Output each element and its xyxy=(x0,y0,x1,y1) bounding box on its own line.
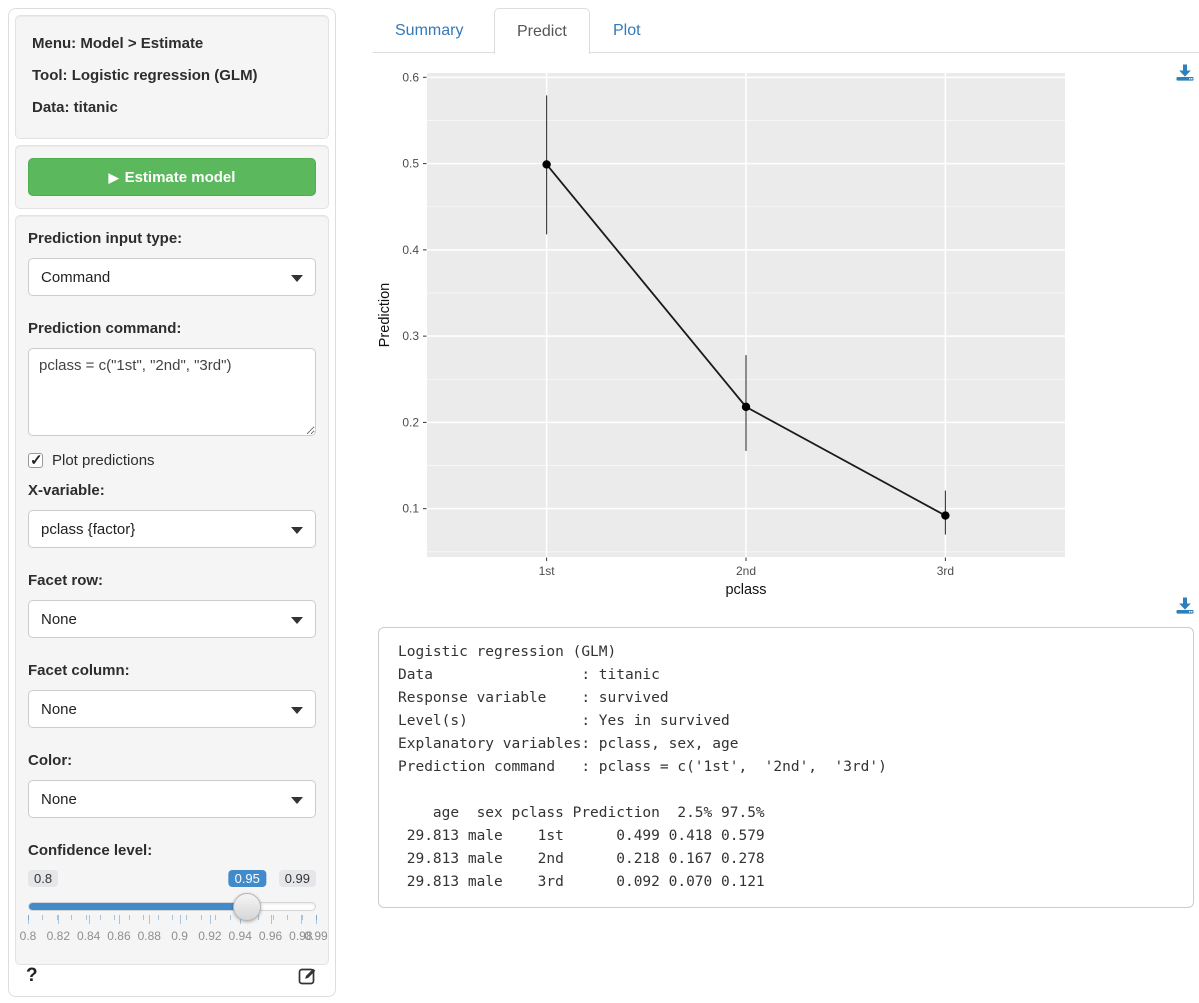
sidebar-footer: ? xyxy=(26,965,318,989)
plot-predictions-checkbox[interactable]: ✓ Plot predictions xyxy=(28,452,316,469)
svg-text:0.3: 0.3 xyxy=(402,329,419,343)
facet-row-select[interactable]: None xyxy=(28,600,316,638)
x-variable-select[interactable]: pclass {factor} xyxy=(28,510,316,548)
command-label: Prediction command: xyxy=(28,320,182,337)
tool-label: Tool: Logistic regression (GLM) xyxy=(32,67,258,84)
chevron-down-icon xyxy=(291,527,303,534)
slider-grid: 0.8 0.82 0.84 0.86 0.88 0.9 0.92 0.94 0.96 0.98 0.… xyxy=(20,915,328,949)
estimate-model-label: Estimate model xyxy=(124,168,236,186)
chevron-down-icon xyxy=(291,617,303,624)
input-type-select[interactable]: Command xyxy=(28,258,316,296)
confidence-level-label: Confidence level: xyxy=(28,842,153,859)
svg-text:0.2: 0.2 xyxy=(402,415,419,429)
chevron-down-icon xyxy=(291,275,303,282)
confidence-slider[interactable]: 0.8 0.99 0.95 0.8 0.82 0.84 0.86 0.88 0.9 0.92… xyxy=(20,870,328,950)
color-value: None xyxy=(41,790,77,808)
estimate-panel: ▶ Estimate model xyxy=(15,145,329,209)
svg-text:0.1: 0.1 xyxy=(402,502,419,516)
edit-icon[interactable] xyxy=(298,965,318,990)
facet-row-value: None xyxy=(41,610,77,628)
svg-text:0.5: 0.5 xyxy=(402,157,419,171)
download-plot-icon[interactable] xyxy=(1176,64,1194,81)
estimate-model-button[interactable]: ▶ Estimate model xyxy=(28,158,316,196)
slider-track[interactable] xyxy=(28,902,316,911)
svg-text:0.4: 0.4 xyxy=(402,243,419,257)
prediction-plot: 0.1 0.2 0.3 0.4 0.5 0.6 1st 2nd 3rd pclass Predict… xyxy=(377,70,1065,598)
model-info-panel: Menu: Model > Estimate Tool: Logistic re… xyxy=(15,15,329,139)
download-output-icon[interactable] xyxy=(1176,597,1194,614)
slider-fill xyxy=(29,903,249,910)
slider-min-badge: 0.8 xyxy=(28,870,59,887)
chevron-down-icon xyxy=(291,707,303,714)
color-label: Color: xyxy=(28,752,73,769)
svg-text:3rd: 3rd xyxy=(937,564,954,578)
slider-handle[interactable] xyxy=(233,893,262,921)
prediction-command-input[interactable]: pclass = c("1st", "2nd", "3rd") xyxy=(28,348,316,436)
slider-max-badge: 0.99 xyxy=(278,870,316,887)
chevron-down-icon xyxy=(291,797,303,804)
slider-value-badge: 0.95 xyxy=(228,870,266,887)
data-label: Data: titanic xyxy=(32,99,118,116)
input-type-value: Command xyxy=(41,268,111,286)
input-type-label: Prediction input type: xyxy=(28,230,183,247)
svg-text:1st: 1st xyxy=(539,564,556,578)
tab-bar: Summary Predict Plot xyxy=(373,0,1199,54)
x-variable-value: pclass {factor} xyxy=(41,520,136,538)
plot-predictions-label: Plot predictions xyxy=(52,452,155,469)
svg-text:2nd: 2nd xyxy=(736,564,756,578)
facet-column-value: None xyxy=(41,700,77,718)
svg-text:0.6: 0.6 xyxy=(402,70,419,84)
svg-text:Prediction: Prediction xyxy=(377,283,393,347)
facet-row-label: Facet row: xyxy=(28,572,104,589)
tab-plot[interactable]: Plot xyxy=(613,22,641,39)
menu-breadcrumb: Menu: Model > Estimate xyxy=(32,35,204,52)
sidebar: Menu: Model > Estimate Tool: Logistic re… xyxy=(8,8,336,997)
x-variable-label: X-variable: xyxy=(28,482,105,499)
checkbox-icon: ✓ xyxy=(28,452,43,469)
facet-column-select[interactable]: None xyxy=(28,690,316,728)
prediction-output-text: Logistic regression (GLM) Data : titanic… xyxy=(378,627,1194,908)
color-select[interactable]: None xyxy=(28,780,316,818)
svg-text:pclass: pclass xyxy=(725,582,766,598)
tab-predict[interactable]: Predict xyxy=(494,8,590,54)
prediction-controls-panel: Prediction input type: Command Predictio… xyxy=(15,215,329,965)
tab-summary[interactable]: Summary xyxy=(395,22,464,39)
play-icon: ▶ xyxy=(108,169,119,185)
main-panel: Summary Predict Plot 0.1 0.2 0.3 0.4 0.5 0.6 1… xyxy=(373,0,1199,1003)
help-icon[interactable]: ? xyxy=(26,965,38,986)
facet-column-label: Facet column: xyxy=(28,662,130,679)
